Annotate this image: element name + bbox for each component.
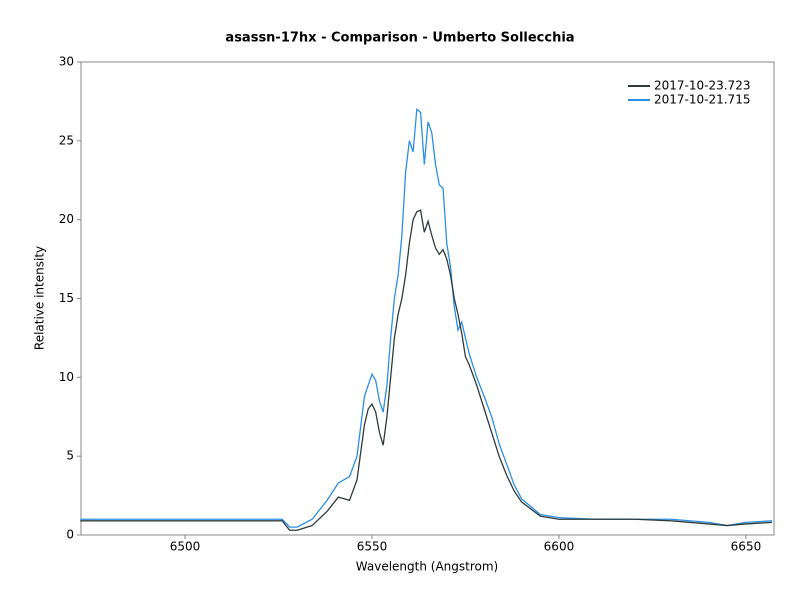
x-tick-label: 6600 <box>544 540 575 554</box>
chart-title: asassn-17hx - Comparison - Umberto Solle… <box>225 31 574 46</box>
y-tick-label: 5 <box>66 449 74 463</box>
x-tick-label: 6650 <box>731 540 762 554</box>
x-tick-label: 6550 <box>357 540 388 554</box>
legend-label: 2017-10-21.715 <box>654 93 750 107</box>
y-tick-label: 10 <box>59 370 74 384</box>
y-axis-label: Relative intensity <box>33 246 47 350</box>
y-tick-label: 20 <box>59 212 74 226</box>
y-tick-label: 15 <box>59 291 74 305</box>
series-line <box>80 209 773 531</box>
y-tick-label: 0 <box>66 528 74 542</box>
y-tick-label: 25 <box>59 133 74 147</box>
x-axis-label: Wavelength (Angstrom) <box>356 560 498 574</box>
legend-label: 2017-10-23.723 <box>654 79 750 93</box>
series-line <box>80 107 773 528</box>
x-tick-label: 6500 <box>170 540 201 554</box>
y-tick-label: 30 <box>59 55 74 69</box>
